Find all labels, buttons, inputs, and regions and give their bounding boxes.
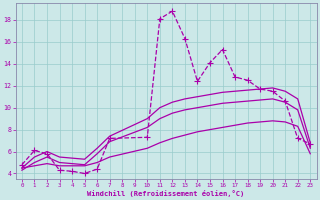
X-axis label: Windchill (Refroidissement éolien,°C): Windchill (Refroidissement éolien,°C) xyxy=(87,190,245,197)
